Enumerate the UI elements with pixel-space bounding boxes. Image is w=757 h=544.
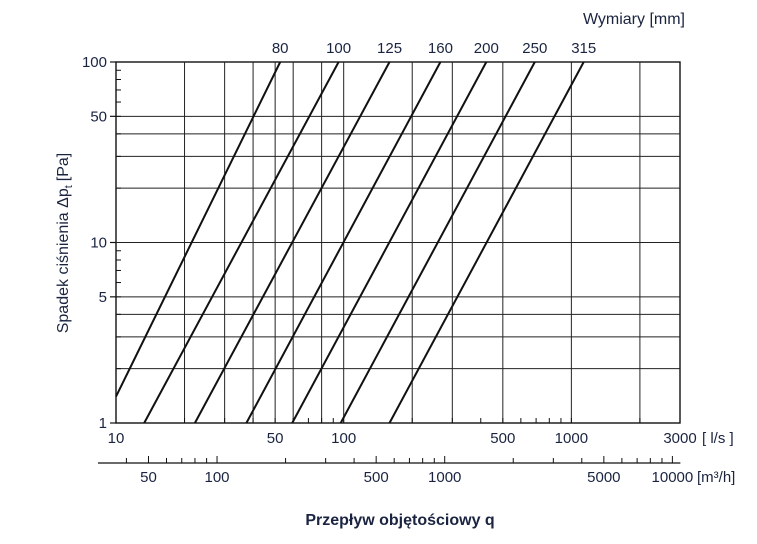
series-label-250: 250 bbox=[522, 40, 547, 57]
y-axis-title-sub: t bbox=[63, 185, 75, 188]
x-tick-label-ls: 50 bbox=[267, 430, 284, 447]
x-tick-label-m3h: 1000 bbox=[428, 469, 461, 486]
chart-title: Wymiary [mm] bbox=[583, 11, 685, 28]
series-label-100: 100 bbox=[326, 40, 351, 57]
x-tick-label-ls: 3000 bbox=[663, 430, 696, 447]
y-axis-title-main: Spadek ciśnienia Δp bbox=[55, 188, 72, 333]
y-tick-label: 1 bbox=[99, 415, 107, 432]
series-line-80 bbox=[115, 61, 282, 398]
series-line-125 bbox=[194, 61, 391, 424]
x-tick-label-m3h: 10000 bbox=[652, 469, 694, 486]
x-unit-ls: [ l/s ] bbox=[702, 430, 734, 447]
y-tick-label: 100 bbox=[82, 54, 107, 71]
x-axis-title: Przepływ objętościowy q bbox=[305, 512, 494, 529]
x-tick-label-ls: 500 bbox=[490, 430, 515, 447]
series-label-80: 80 bbox=[272, 40, 289, 57]
y-tick-label: 10 bbox=[90, 235, 107, 252]
series-line-100 bbox=[143, 61, 340, 424]
x-tick-label-m3h: 5000 bbox=[587, 469, 620, 486]
y-tick-label: 5 bbox=[99, 289, 107, 306]
x-unit-m3h: [m³/h] bbox=[697, 469, 735, 486]
y-tick-label: 50 bbox=[90, 108, 107, 125]
series-label-200: 200 bbox=[474, 40, 499, 57]
x-tick-label-ls: 100 bbox=[331, 430, 356, 447]
series-line-200 bbox=[291, 61, 488, 424]
grid-layer bbox=[115, 61, 681, 424]
series-layer: 80 100 125 160 200 250 315 bbox=[115, 40, 596, 424]
x-tick-label-m3h: 50 bbox=[140, 469, 157, 486]
series-line-250 bbox=[339, 61, 536, 424]
series-label-160: 160 bbox=[428, 40, 453, 57]
series-line-315 bbox=[388, 61, 585, 424]
x-tick-label-m3h: 100 bbox=[205, 469, 230, 486]
y-axis-title-unit: [Pa] bbox=[55, 153, 72, 181]
series-line-160 bbox=[245, 61, 442, 424]
x-tick-label-m3h: 500 bbox=[364, 469, 389, 486]
x-tick-label-ls: 10 bbox=[108, 430, 125, 447]
y-axis-title: Spadek ciśnienia Δpt [Pa] bbox=[55, 153, 75, 334]
axis-layer: 1 5 10 50 100 10 50 100 500 1000 3000 50 100 500 1000 5… bbox=[82, 54, 697, 486]
x-tick-label-ls: 1000 bbox=[555, 430, 588, 447]
series-label-315: 315 bbox=[571, 40, 596, 57]
series-label-125: 125 bbox=[377, 40, 402, 57]
